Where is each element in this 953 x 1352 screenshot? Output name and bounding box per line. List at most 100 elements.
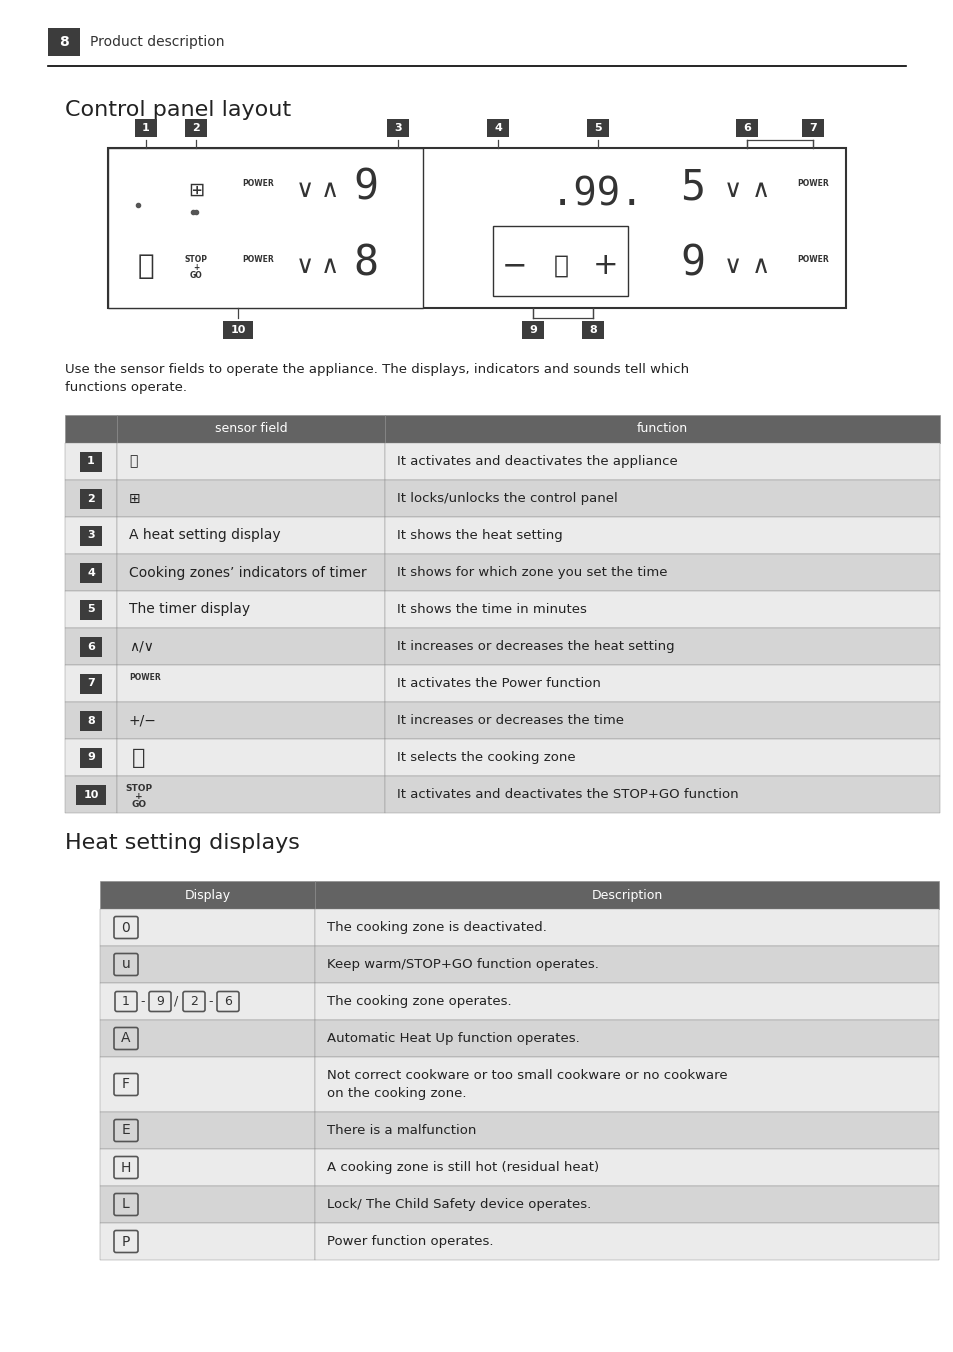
Text: 9: 9 (156, 995, 164, 1009)
Text: STOP: STOP (184, 256, 208, 265)
Text: .99.: .99. (551, 176, 644, 214)
Text: ∨: ∨ (295, 254, 314, 279)
Bar (117, 665, 385, 702)
Text: It increases or decreases the time: It increases or decreases the time (396, 714, 623, 727)
Bar (65, 415, 117, 443)
Bar (385, 516, 939, 554)
Text: It activates and deactivates the appliance: It activates and deactivates the applian… (396, 456, 677, 468)
Text: 8: 8 (87, 715, 94, 726)
Text: Lock/ The Child Safety device operates.: Lock/ The Child Safety device operates. (327, 1198, 591, 1211)
Text: ∧/∨: ∧/∨ (129, 639, 153, 653)
Text: ⓘ: ⓘ (137, 251, 154, 280)
Bar (65, 591, 117, 627)
Text: on the cooking zone.: on the cooking zone. (327, 1087, 466, 1101)
Text: POWER: POWER (129, 673, 161, 681)
Bar (117, 740, 385, 776)
Bar (185, 119, 207, 137)
Text: 7: 7 (808, 123, 816, 132)
Text: 2: 2 (192, 123, 200, 132)
Text: 2: 2 (190, 995, 197, 1009)
Bar (314, 1057, 938, 1111)
Text: E: E (121, 1124, 131, 1137)
Text: The cooking zone is deactivated.: The cooking zone is deactivated. (327, 921, 546, 934)
Text: GO: GO (132, 800, 147, 808)
Bar (100, 1149, 314, 1186)
Text: ∧: ∧ (751, 178, 769, 201)
Bar (314, 1149, 938, 1186)
Bar (387, 119, 409, 137)
Bar (80, 562, 102, 583)
Bar (108, 147, 845, 308)
Text: Cooking zones’ indicators of timer: Cooking zones’ indicators of timer (129, 565, 366, 580)
Bar (100, 882, 314, 909)
Bar (385, 443, 939, 480)
Bar (117, 554, 385, 591)
Text: Control panel layout: Control panel layout (65, 100, 291, 120)
Text: −: − (501, 251, 527, 280)
Text: ⓘ: ⓘ (129, 454, 137, 469)
Bar (65, 627, 117, 665)
Bar (314, 946, 938, 983)
Bar (80, 637, 102, 657)
Text: 4: 4 (87, 568, 95, 577)
Bar (65, 776, 117, 813)
Text: 6: 6 (224, 995, 232, 1009)
Bar (100, 1186, 314, 1224)
Bar (314, 1019, 938, 1057)
Text: 9: 9 (354, 168, 378, 210)
Text: ∨: ∨ (723, 254, 741, 279)
Text: 5: 5 (594, 123, 601, 132)
Text: A heat setting display: A heat setting display (129, 529, 280, 542)
Bar (100, 1057, 314, 1111)
Bar (100, 983, 314, 1019)
Bar (521, 320, 543, 339)
Text: POWER: POWER (242, 256, 274, 265)
Bar (314, 1111, 938, 1149)
Text: ⌚: ⌚ (553, 254, 568, 279)
Bar (314, 909, 938, 946)
Bar (314, 882, 938, 909)
Text: A: A (121, 1032, 131, 1045)
Bar (135, 119, 157, 137)
Text: Automatic Heat Up function operates.: Automatic Heat Up function operates. (327, 1032, 579, 1045)
Text: 9: 9 (87, 753, 95, 763)
Text: It locks/unlocks the control panel: It locks/unlocks the control panel (396, 492, 618, 506)
Bar (385, 480, 939, 516)
Text: 4: 4 (494, 123, 501, 132)
Bar (385, 415, 939, 443)
Text: 8: 8 (354, 243, 378, 285)
Text: 5: 5 (87, 604, 94, 615)
Bar (385, 591, 939, 627)
Text: It selects the cooking zone: It selects the cooking zone (396, 750, 575, 764)
Bar (80, 599, 102, 619)
Text: GO: GO (190, 272, 202, 280)
Text: Keep warm/STOP+GO function operates.: Keep warm/STOP+GO function operates. (327, 959, 598, 971)
Text: Display: Display (184, 888, 231, 902)
Bar (223, 320, 253, 339)
Bar (486, 119, 509, 137)
Bar (76, 784, 106, 804)
Bar (65, 740, 117, 776)
Text: 3: 3 (394, 123, 401, 132)
Text: It shows the heat setting: It shows the heat setting (396, 529, 562, 542)
Text: There is a malfunction: There is a malfunction (327, 1124, 476, 1137)
Bar (117, 627, 385, 665)
Bar (80, 711, 102, 730)
Bar (117, 415, 385, 443)
Text: sensor field: sensor field (214, 422, 287, 435)
Text: 8: 8 (589, 324, 597, 335)
Bar (100, 1224, 314, 1260)
Text: 2: 2 (87, 493, 94, 503)
Text: function: function (637, 422, 687, 435)
Text: 8: 8 (59, 35, 69, 49)
Text: ⊞: ⊞ (129, 492, 140, 506)
Text: /: / (173, 995, 178, 1009)
Text: STOP: STOP (125, 784, 152, 794)
Text: ⌚: ⌚ (132, 748, 146, 768)
Text: +: + (193, 264, 199, 273)
Text: 6: 6 (742, 123, 750, 132)
Bar (314, 1224, 938, 1260)
Text: ∧: ∧ (320, 254, 338, 279)
Text: It activates and deactivates the STOP+GO function: It activates and deactivates the STOP+GO… (396, 788, 738, 800)
Text: H: H (121, 1160, 132, 1175)
